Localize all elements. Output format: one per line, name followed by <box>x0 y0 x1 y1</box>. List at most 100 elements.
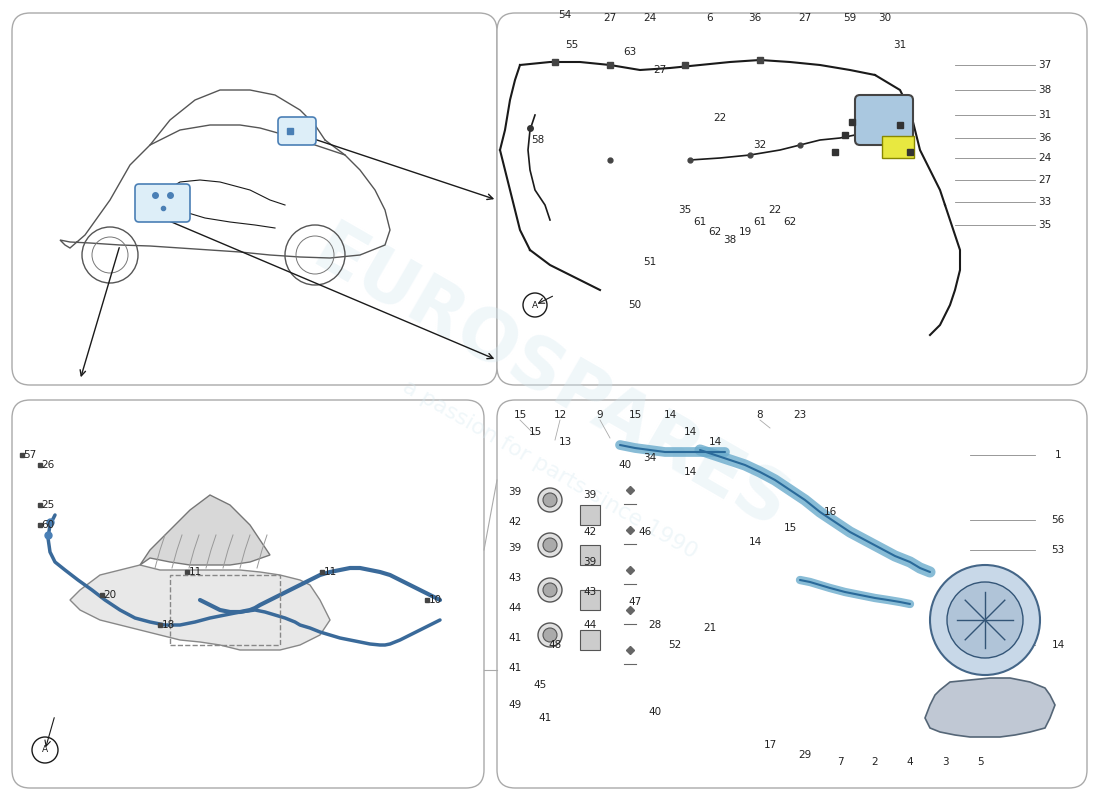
Text: 50: 50 <box>628 300 641 310</box>
Text: 34: 34 <box>644 453 657 463</box>
Text: 49: 49 <box>508 700 521 710</box>
Text: 22: 22 <box>769 205 782 215</box>
Text: 35: 35 <box>679 205 692 215</box>
Text: 5: 5 <box>977 757 983 767</box>
Text: 36: 36 <box>748 13 761 23</box>
Text: 42: 42 <box>583 527 596 537</box>
Text: 61: 61 <box>754 217 767 227</box>
Text: 51: 51 <box>644 257 657 267</box>
Text: 27: 27 <box>1038 175 1052 185</box>
Text: 14: 14 <box>1052 640 1065 650</box>
Circle shape <box>538 623 562 647</box>
Text: 18: 18 <box>162 620 175 630</box>
Text: 6: 6 <box>706 13 713 23</box>
Text: 54: 54 <box>559 10 572 20</box>
Polygon shape <box>70 565 330 650</box>
Text: 62: 62 <box>783 217 796 227</box>
Text: 17: 17 <box>763 740 777 750</box>
Bar <box>580 630 600 650</box>
Text: EUROSPARES: EUROSPARES <box>300 216 800 544</box>
FancyBboxPatch shape <box>497 13 1087 385</box>
Text: 14: 14 <box>683 427 696 437</box>
Text: 24: 24 <box>644 13 657 23</box>
Text: 45: 45 <box>534 680 547 690</box>
Text: 28: 28 <box>648 620 661 630</box>
Text: a passion for parts since 1990: a passion for parts since 1990 <box>399 377 701 563</box>
Text: 38: 38 <box>724 235 737 245</box>
Text: 2: 2 <box>871 757 878 767</box>
Circle shape <box>543 538 557 552</box>
Text: 19: 19 <box>738 227 751 237</box>
Text: 1: 1 <box>1055 450 1061 460</box>
Text: 46: 46 <box>638 527 651 537</box>
Text: 21: 21 <box>703 623 716 633</box>
Text: 40: 40 <box>648 707 661 717</box>
Text: 39: 39 <box>508 487 521 497</box>
Text: 42: 42 <box>508 517 521 527</box>
Text: 15: 15 <box>783 523 796 533</box>
Text: 43: 43 <box>508 573 521 583</box>
Circle shape <box>543 493 557 507</box>
FancyBboxPatch shape <box>12 13 497 385</box>
Text: 31: 31 <box>893 40 906 50</box>
Text: 13: 13 <box>559 437 572 447</box>
Text: 24: 24 <box>1038 153 1052 163</box>
Text: 8: 8 <box>757 410 763 420</box>
Circle shape <box>543 628 557 642</box>
Text: 30: 30 <box>879 13 892 23</box>
Bar <box>580 590 600 610</box>
Text: 26: 26 <box>42 460 55 470</box>
Text: 20: 20 <box>103 590 117 600</box>
Text: 55: 55 <box>565 40 579 50</box>
Text: 3: 3 <box>942 757 948 767</box>
Text: 63: 63 <box>624 47 637 57</box>
Text: 44: 44 <box>508 603 521 613</box>
Text: 33: 33 <box>1038 197 1052 207</box>
Text: 39: 39 <box>583 557 596 567</box>
Text: 37: 37 <box>1038 60 1052 70</box>
FancyBboxPatch shape <box>497 400 1087 788</box>
Circle shape <box>930 565 1040 675</box>
Text: 7: 7 <box>837 757 844 767</box>
Text: 36: 36 <box>1038 133 1052 143</box>
Text: 61: 61 <box>693 217 706 227</box>
Text: 11: 11 <box>323 567 337 577</box>
FancyBboxPatch shape <box>855 95 913 145</box>
Text: 27: 27 <box>799 13 812 23</box>
Text: 15: 15 <box>528 427 541 437</box>
Circle shape <box>538 488 562 512</box>
FancyBboxPatch shape <box>135 184 190 222</box>
Text: 27: 27 <box>604 13 617 23</box>
Text: 15: 15 <box>628 410 641 420</box>
Text: 4: 4 <box>906 757 913 767</box>
Text: 41: 41 <box>538 713 551 723</box>
Text: 35: 35 <box>1038 220 1052 230</box>
Text: 41: 41 <box>508 663 521 673</box>
Circle shape <box>947 582 1023 658</box>
Text: 47: 47 <box>628 597 641 607</box>
Bar <box>170 575 280 645</box>
Text: 38: 38 <box>1038 85 1052 95</box>
Text: 14: 14 <box>748 537 761 547</box>
Circle shape <box>538 533 562 557</box>
Circle shape <box>538 578 562 602</box>
Text: 10: 10 <box>428 595 441 605</box>
Text: 62: 62 <box>708 227 722 237</box>
Text: 22: 22 <box>714 113 727 123</box>
Text: 53: 53 <box>1052 545 1065 555</box>
Polygon shape <box>925 678 1055 737</box>
Text: 40: 40 <box>618 460 631 470</box>
Text: 27: 27 <box>653 65 667 75</box>
Text: A: A <box>42 746 48 754</box>
Text: 31: 31 <box>1038 110 1052 120</box>
Text: 56: 56 <box>1052 515 1065 525</box>
FancyBboxPatch shape <box>278 117 316 145</box>
Bar <box>580 545 600 565</box>
Text: 59: 59 <box>844 13 857 23</box>
Text: 9: 9 <box>596 410 603 420</box>
Bar <box>580 505 600 525</box>
Text: 14: 14 <box>683 467 696 477</box>
Text: 58: 58 <box>531 135 544 145</box>
Circle shape <box>543 583 557 597</box>
Text: 48: 48 <box>549 640 562 650</box>
